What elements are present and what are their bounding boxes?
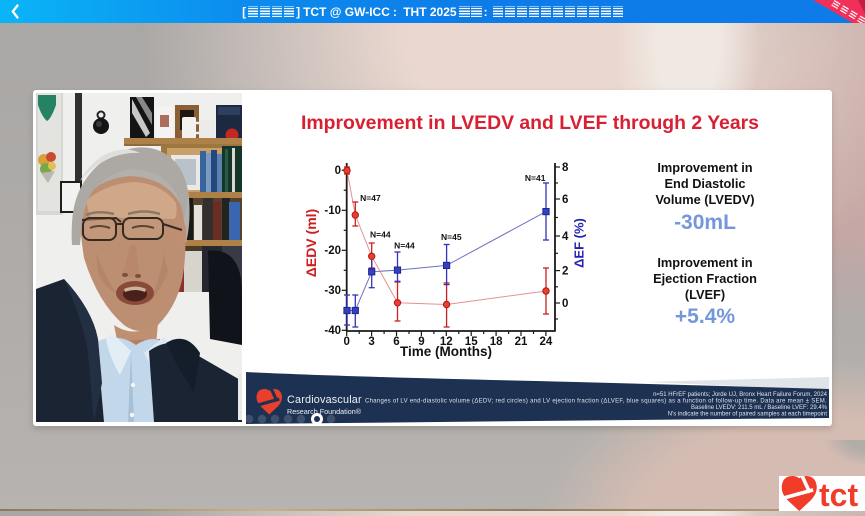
svg-text:-10: -10	[324, 205, 341, 217]
svg-text:15: 15	[465, 336, 478, 348]
svg-text:3: 3	[368, 336, 374, 348]
svg-text:N=44: N=44	[370, 230, 391, 240]
svg-text:N's indicate the number of pai: N's indicate the number of paired sample…	[668, 412, 828, 418]
svg-text:Changes of LV end-diastolic vo: Changes of LV end-diastolic volume (ΔEDV…	[365, 399, 827, 405]
svg-text:0: 0	[335, 165, 341, 177]
svg-text:Baseline LVEDV: 211.5 mL / Ba: Baseline LVEDV: 211.5 mL / Baseline LVEF…	[691, 405, 828, 411]
svg-text:-30mL: -30mL	[674, 211, 736, 234]
svg-text:n=51 HFrEF patients; Jorde UJ,: n=51 HFrEF patients; Jorde UJ, Bronx Hea…	[653, 392, 828, 398]
svg-text:+5.4%: +5.4%	[675, 305, 735, 328]
svg-text:Improvement in: Improvement in	[657, 160, 752, 175]
svg-text:N=44: N=44	[394, 241, 415, 251]
svg-text:Volume (LVEDV): Volume (LVEDV)	[655, 192, 754, 207]
svg-text:6: 6	[562, 194, 568, 206]
svg-text:ΔEDV (ml): ΔEDV (ml)	[303, 209, 319, 277]
svg-text:18: 18	[490, 336, 503, 348]
svg-text:N=47: N=47	[360, 193, 381, 203]
svg-text:21: 21	[515, 336, 528, 348]
svg-text:0: 0	[562, 298, 568, 310]
svg-text:-30: -30	[324, 285, 341, 297]
svg-text:4: 4	[562, 231, 569, 243]
svg-text:End Diastolic: End Diastolic	[664, 176, 745, 191]
svg-text:-40: -40	[324, 325, 341, 337]
svg-text:tct: tct	[819, 477, 858, 511]
svg-text:2: 2	[562, 266, 568, 278]
svg-text:-20: -20	[324, 245, 341, 257]
svg-text:Ejection Fraction: Ejection Fraction	[653, 271, 757, 286]
svg-text:9: 9	[418, 336, 424, 348]
svg-text:Cardiovascular: Cardiovascular	[287, 394, 362, 406]
svg-text:Improvement in LVEDV and LVEF: Improvement in LVEDV and LVEF through 2 …	[301, 112, 759, 134]
svg-text:N=45: N=45	[441, 232, 462, 242]
svg-text:6: 6	[393, 336, 399, 348]
svg-text:Research Foundation®: Research Foundation®	[287, 407, 362, 416]
svg-text:(LVEF): (LVEF)	[685, 287, 725, 302]
svg-text:Time (Months): Time (Months)	[400, 344, 492, 359]
svg-text:Improvement in: Improvement in	[657, 255, 752, 270]
svg-text:N=41: N=41	[525, 173, 546, 183]
svg-text:0: 0	[343, 336, 349, 348]
svg-text:8: 8	[562, 162, 569, 174]
svg-text:ΔEF (%): ΔEF (%)	[572, 218, 587, 268]
svg-text:12: 12	[440, 336, 453, 348]
svg-text:24: 24	[540, 336, 553, 348]
